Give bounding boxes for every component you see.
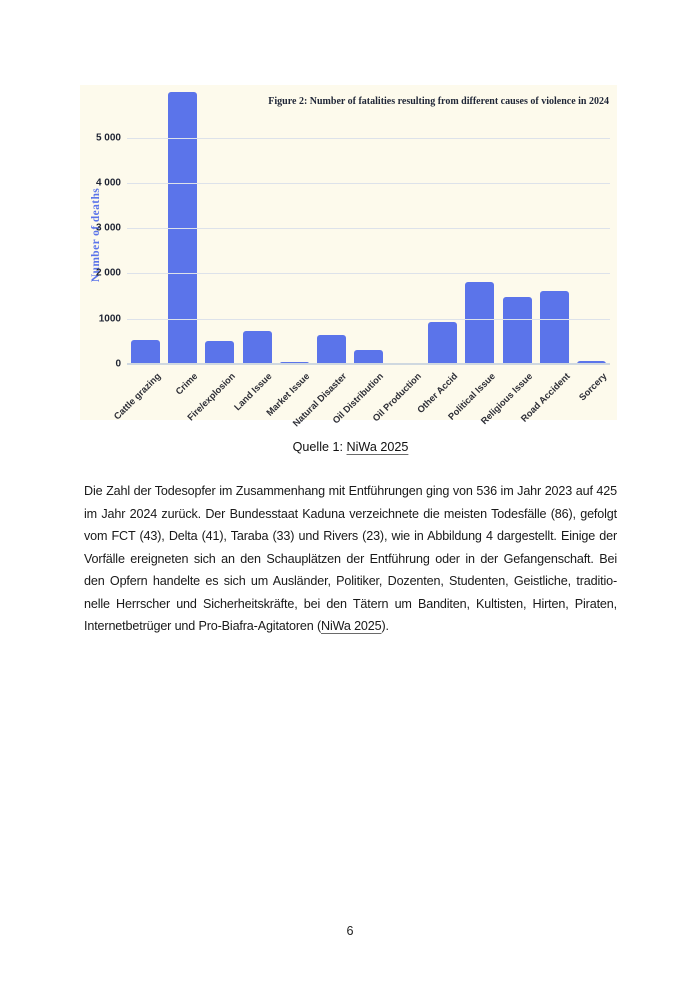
bar-slot: Road Accident	[519, 85, 573, 424]
bar-slot: Market Issue	[264, 85, 313, 418]
plot-area: Cattle grazing Crime Fire/explosion Land Is…	[112, 85, 610, 428]
y-tick-label: 0	[115, 358, 121, 370]
paragraph-line: Die Zahl der Todesopfer im Zusammenhang …	[84, 484, 617, 498]
y-tick-label: 4 000	[95, 177, 121, 189]
bar-slot: Oil Production	[370, 85, 424, 423]
bar-fire-explosion	[205, 340, 235, 364]
gridline	[127, 182, 610, 184]
bar-land-issue	[242, 330, 272, 364]
paragraph-line: im Jahr 2024 zurück. Der Bundesstaat Kad…	[84, 506, 617, 521]
paragraph-line: vom FCT (43), Delta (41), Taraba (33) un…	[84, 529, 617, 543]
y-tick-label: 3 000	[95, 222, 121, 234]
bar-slot: Other Accid	[416, 85, 461, 415]
paragraph-line: nelle Herrscher und Sicherheitskräfte, b…	[84, 596, 617, 611]
bar-slot: Sorcery	[573, 85, 610, 403]
bars-row: Cattle grazing Crime Fire/explosion Land Is…	[112, 85, 610, 428]
caption-prefix: Quelle 1:	[292, 440, 347, 454]
page-number: 6	[346, 924, 354, 938]
bar-slot: Oil Distribution	[331, 85, 387, 426]
bar-slot: Fire/explosion	[185, 85, 238, 423]
gridline	[127, 318, 610, 320]
paragraph-line: Vorfälle ereigneten sich an den Schauplä…	[84, 551, 617, 566]
paragraph-line: Internetbetrüger und Pro-Biafra-Agitator…	[84, 615, 617, 638]
gridline	[127, 228, 610, 230]
x-category-label: Crime	[174, 371, 200, 397]
bar-natural-disaster	[316, 334, 346, 364]
gridline	[127, 273, 610, 275]
paragraph-text: ).	[381, 619, 390, 633]
y-tick-label: 2 000	[95, 267, 121, 279]
chart-title: Figure 2: Number of fatalities resulting…	[268, 96, 609, 107]
reference-link[interactable]: NiWa 2025	[321, 619, 382, 633]
paragraph-text: Internetbetrüger und Pro-Biafra-Agitator…	[84, 619, 322, 633]
y-tick-label: 5 000	[95, 132, 121, 144]
bar-religious-issue	[502, 297, 532, 364]
bar-oil-distribution	[354, 350, 384, 364]
bar-political-issue	[465, 282, 495, 364]
x-axis-line	[127, 363, 610, 365]
paragraph-line: den Opfern handelte es sich um Ausländer…	[84, 574, 617, 588]
bar-slot: Crime	[164, 85, 201, 397]
bar-slot: Cattle grazing	[112, 85, 164, 422]
body-paragraph: Die Zahl der Todesopfer im Zusammenhang …	[84, 480, 617, 638]
bar-other-accid	[428, 321, 458, 364]
bar-sorcery	[576, 360, 606, 364]
x-category-label: Sorcery	[576, 371, 609, 403]
bar-slot: Land Issue	[233, 85, 275, 412]
caption-source-link[interactable]: NiWa 2025	[346, 440, 409, 454]
y-tick-label: 1000	[98, 313, 121, 325]
figure-2-chart: Figure 2: Number of fatalities resulting…	[80, 85, 617, 428]
bar-road-accident	[539, 290, 569, 364]
bar-slot: Natural Disaster	[291, 85, 350, 428]
x-category-label: Cattle grazing	[112, 371, 163, 422]
bar-cattle-grazing	[131, 340, 161, 364]
bar-slot: Political Issue	[446, 85, 498, 422]
y-axis-ticks: 0 1000 2 000 3 000 4 000 5 000	[80, 85, 121, 369]
gridline	[127, 137, 610, 139]
figure-caption: Quelle 1: NiWa 2025	[84, 440, 617, 454]
bar-slot: Religious Issue	[479, 85, 536, 426]
